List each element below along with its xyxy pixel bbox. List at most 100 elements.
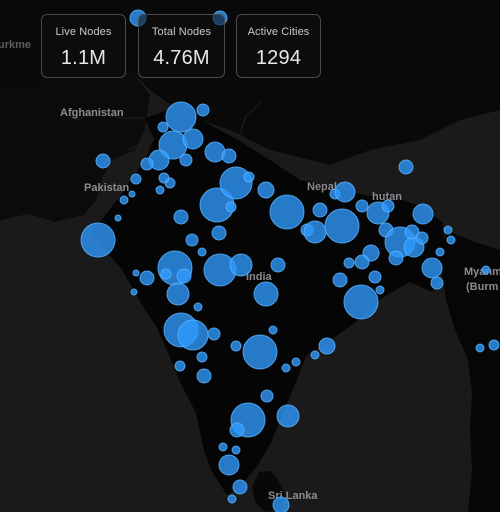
node-marker bbox=[197, 247, 207, 257]
live-nodes-value: 1.1M bbox=[60, 47, 107, 69]
stats-bar: Live Nodes 1.1M Total Nodes 4.76M Active… bbox=[0, 0, 500, 90]
node-marker bbox=[204, 141, 226, 163]
node-marker bbox=[196, 103, 210, 117]
node-marker bbox=[421, 257, 443, 279]
node-marker bbox=[446, 235, 456, 245]
node-marker bbox=[119, 195, 129, 205]
node-marker bbox=[80, 222, 116, 258]
node-marker bbox=[114, 214, 122, 222]
pakistan-label: Pakistan bbox=[84, 182, 130, 194]
node-marker bbox=[196, 368, 212, 384]
total-nodes-card: Total Nodes 4.76M bbox=[138, 14, 225, 78]
land-east bbox=[442, 230, 500, 512]
node-marker bbox=[230, 340, 242, 352]
node-marker bbox=[291, 357, 301, 367]
node-marker bbox=[221, 148, 237, 164]
node-marker bbox=[193, 302, 203, 312]
live-nodes-label: Live Nodes bbox=[55, 26, 112, 38]
active-cities-value: 1294 bbox=[255, 47, 302, 69]
node-marker bbox=[257, 181, 275, 199]
node-marker bbox=[196, 351, 208, 363]
land-west bbox=[0, 70, 150, 222]
node-marker bbox=[158, 172, 170, 184]
node-marker bbox=[443, 225, 453, 235]
node-marker bbox=[343, 257, 355, 269]
node-marker bbox=[276, 404, 300, 428]
total-nodes-label: Total Nodes bbox=[151, 26, 212, 38]
node-marker bbox=[174, 360, 186, 372]
node-marker bbox=[173, 209, 189, 225]
node-marker bbox=[404, 224, 420, 240]
myanmar-burma-label: (Burm bbox=[466, 281, 499, 293]
node-marker bbox=[207, 327, 221, 341]
node-marker bbox=[381, 199, 395, 213]
node-marker bbox=[488, 339, 500, 351]
total-nodes-value: 4.76M bbox=[153, 47, 210, 69]
node-marker bbox=[475, 343, 485, 353]
node-marker bbox=[218, 442, 228, 452]
node-marker bbox=[242, 334, 278, 370]
node-marker bbox=[303, 220, 327, 244]
node-marker bbox=[176, 268, 192, 284]
node-marker bbox=[318, 337, 336, 355]
node-marker bbox=[177, 319, 209, 351]
node-marker bbox=[130, 173, 142, 185]
nepal-label: Nepal bbox=[307, 181, 337, 193]
node-marker bbox=[260, 389, 274, 403]
border-lines bbox=[59, 101, 449, 211]
node-marker bbox=[179, 153, 193, 167]
node-marker bbox=[398, 159, 414, 175]
node-marker bbox=[165, 101, 197, 133]
node-marker bbox=[412, 203, 434, 225]
active-cities-label: Active Cities bbox=[247, 26, 310, 38]
node-marker bbox=[155, 185, 165, 195]
node-marker bbox=[211, 225, 227, 241]
node-markers bbox=[80, 9, 500, 512]
node-marker bbox=[269, 194, 305, 230]
node-marker bbox=[368, 270, 382, 284]
node-marker bbox=[268, 325, 278, 335]
node-marker bbox=[430, 276, 444, 290]
node-marker bbox=[160, 268, 172, 280]
node-marker bbox=[324, 208, 360, 244]
node-marker bbox=[312, 202, 328, 218]
node-marker bbox=[130, 288, 138, 296]
node-marker bbox=[332, 272, 348, 288]
india-label: India bbox=[246, 271, 273, 283]
node-marker bbox=[354, 254, 370, 270]
live-nodes-card: Live Nodes 1.1M bbox=[41, 14, 126, 78]
afghanistan-label: Afghanistan bbox=[60, 107, 124, 119]
node-marker bbox=[166, 282, 190, 306]
node-marker bbox=[225, 201, 237, 213]
turkmenistan-label: urkme bbox=[0, 39, 31, 51]
node-marker bbox=[95, 153, 111, 169]
node-marker bbox=[128, 190, 136, 198]
node-marker bbox=[253, 281, 279, 307]
node-marker bbox=[232, 479, 248, 495]
node-marker bbox=[334, 181, 356, 203]
node-marker bbox=[139, 270, 155, 286]
node-marker bbox=[270, 257, 286, 273]
node-marker bbox=[182, 128, 204, 150]
node-marker bbox=[435, 247, 445, 257]
node-marker bbox=[227, 494, 237, 504]
node-marker bbox=[218, 454, 240, 476]
node-marker bbox=[281, 363, 291, 373]
node-marker bbox=[481, 265, 491, 275]
node-marker bbox=[132, 269, 140, 277]
bhutan-label: hutan bbox=[372, 191, 402, 203]
node-marker bbox=[343, 284, 379, 320]
active-cities-card: Active Cities 1294 bbox=[236, 14, 321, 78]
node-marker bbox=[140, 157, 154, 171]
node-marker bbox=[375, 285, 385, 295]
node-marker bbox=[355, 199, 369, 213]
node-marker bbox=[310, 350, 320, 360]
node-marker bbox=[415, 231, 429, 245]
node-marker bbox=[272, 496, 290, 512]
node-marker bbox=[388, 250, 404, 266]
node-marker bbox=[229, 253, 253, 277]
node-marker bbox=[185, 233, 199, 247]
node-marker bbox=[219, 166, 253, 200]
